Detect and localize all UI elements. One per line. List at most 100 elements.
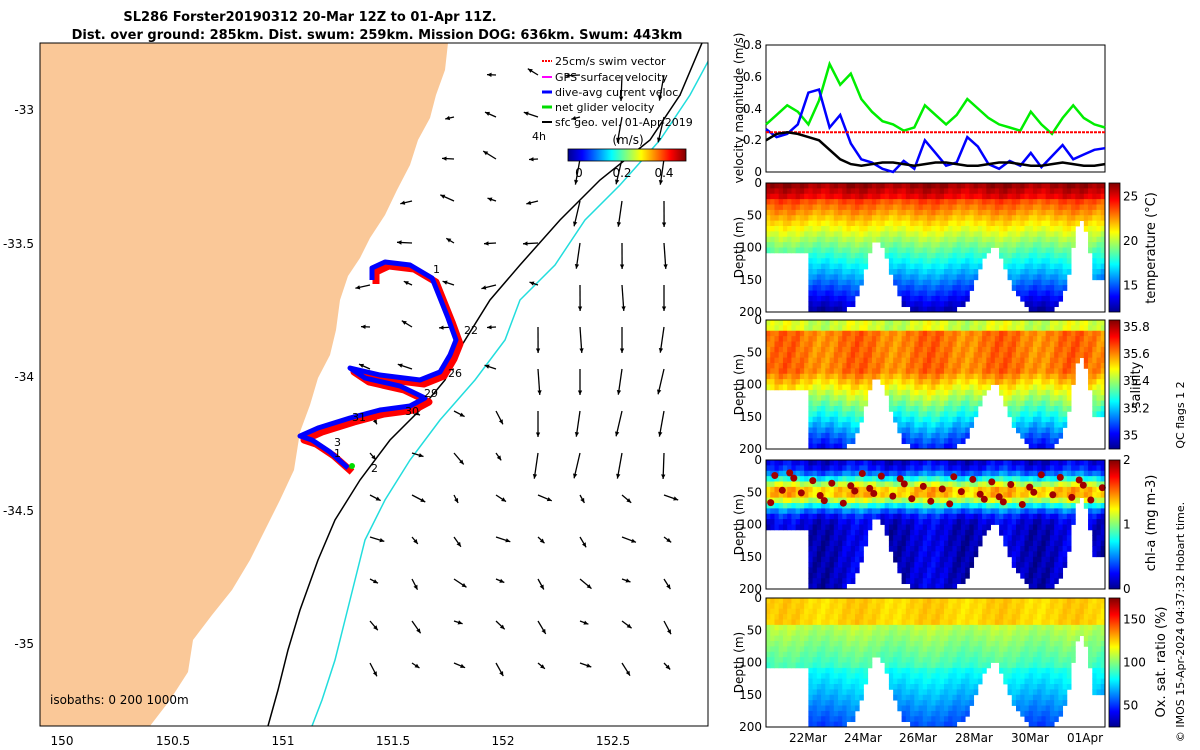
heatmap-cell (884, 325, 890, 332)
heatmap-cell (893, 486, 898, 493)
heatmap-cell (910, 306, 915, 313)
heatmap-cell (1020, 379, 1025, 385)
heatmap-cell (939, 306, 945, 313)
heatmap-cell (842, 215, 847, 222)
heatmap-cell (1041, 513, 1047, 520)
heatmap-cell (922, 188, 928, 195)
heatmap-cell (808, 320, 814, 326)
heatmap-cell (897, 540, 902, 547)
heatmap-cell (842, 285, 847, 291)
heatmap-cell (960, 411, 966, 418)
heatmap-cell (838, 416, 843, 423)
heatmap-cell (905, 384, 911, 391)
heatmap-cell (1045, 540, 1051, 547)
heatmap-cell (956, 416, 962, 423)
heatmap-cell (1100, 389, 1106, 396)
heatmap-cell (956, 295, 962, 302)
heatmap-cell (854, 269, 860, 275)
velocity-arrowhead (661, 474, 666, 479)
heatmap-cell (850, 578, 856, 585)
heatmap-cell (867, 220, 873, 227)
heatmap-cell (821, 346, 826, 353)
heatmap-cell (914, 188, 919, 195)
heatmap-cell (1079, 336, 1085, 342)
velocity-arrowhead (577, 390, 583, 395)
heatmap-cell (774, 641, 780, 647)
heatmap-cell (804, 336, 809, 342)
heatmap-cell (1003, 209, 1008, 216)
heatmap-cell (1054, 269, 1059, 275)
velocity-arrowhead (573, 221, 578, 227)
heatmap-cell (770, 651, 775, 658)
heatmap-cell (888, 470, 894, 477)
heatmap-cell (931, 556, 936, 563)
heatmap-cell (1045, 215, 1051, 222)
heatmap-cell (914, 209, 919, 216)
heatmap-cell (897, 379, 902, 385)
heatmap-cell (1075, 346, 1080, 353)
velocity-arrowhead (586, 584, 592, 589)
heatmap-cell (973, 540, 979, 547)
heatmap-cell (791, 641, 797, 647)
heatmap-cell (1054, 578, 1059, 585)
heatmap-cell (884, 503, 890, 509)
heatmap-cell (884, 346, 890, 353)
heatmap-cell (795, 247, 801, 254)
heatmap-cell (969, 341, 975, 348)
heatmap-cell (880, 497, 886, 504)
heatmap-cell (1049, 220, 1055, 227)
heatmap-cell (1007, 460, 1013, 466)
heatmap-cell (850, 290, 856, 297)
heatmap-cell (986, 183, 991, 189)
heatmap-cell (948, 567, 953, 574)
heatmap-cell (1066, 346, 1072, 353)
heatmap-cell (927, 395, 932, 402)
heatmap-cell (842, 279, 847, 286)
heatmap-cell (956, 395, 962, 402)
heatmap-cell (1024, 438, 1030, 445)
heatmap-cell (791, 470, 797, 477)
heatmap-cell (1066, 236, 1072, 243)
heatmap-cell (816, 427, 822, 434)
heatmap-cell (1024, 209, 1030, 216)
heatmap-cell (1100, 373, 1106, 380)
heatmap-cell (795, 193, 801, 200)
heatmap-cell (1032, 373, 1038, 380)
heatmap-cell (990, 236, 996, 243)
heatmap-cell (897, 263, 902, 270)
heatmap-cell (1003, 183, 1008, 189)
heatmap-cell (1062, 263, 1068, 270)
heatmap-cell (1037, 252, 1042, 259)
heatmap-cell (846, 529, 852, 536)
heatmap-cell (973, 252, 979, 259)
heatmap-cell (833, 252, 839, 259)
velocity-arrowhead (359, 363, 364, 368)
heatmap-cell (943, 572, 949, 579)
heatmap-cell (931, 204, 936, 211)
heatmap-cell (1054, 330, 1059, 337)
heatmap-cell (1003, 529, 1008, 536)
heatmap-cell (1049, 188, 1055, 195)
heatmap-cell (969, 330, 975, 337)
velocity-arrowhead (446, 238, 452, 243)
heatmap-cell (846, 209, 852, 216)
depth-tick: 50 (747, 345, 762, 359)
heatmap-cell (833, 395, 839, 402)
heatmap-cell (927, 438, 932, 445)
velocity-arrowhead (456, 541, 461, 547)
heatmap-cell (914, 583, 919, 590)
heatmap-cell (897, 524, 902, 531)
heatmap-cell (943, 513, 949, 520)
heatmap-cell (833, 295, 839, 302)
heatmap-cell (960, 336, 966, 342)
heatmap-cell (893, 395, 898, 402)
heatmap-cell (1092, 389, 1097, 396)
heatmap-cell (1088, 226, 1093, 232)
heatmap-cell (888, 540, 894, 547)
heatmap-cell (977, 497, 983, 504)
heatmap-cell (867, 373, 873, 380)
heatmap-cell (897, 193, 902, 200)
heatmap-cell (1028, 363, 1034, 369)
heatmap-cell (956, 572, 962, 579)
